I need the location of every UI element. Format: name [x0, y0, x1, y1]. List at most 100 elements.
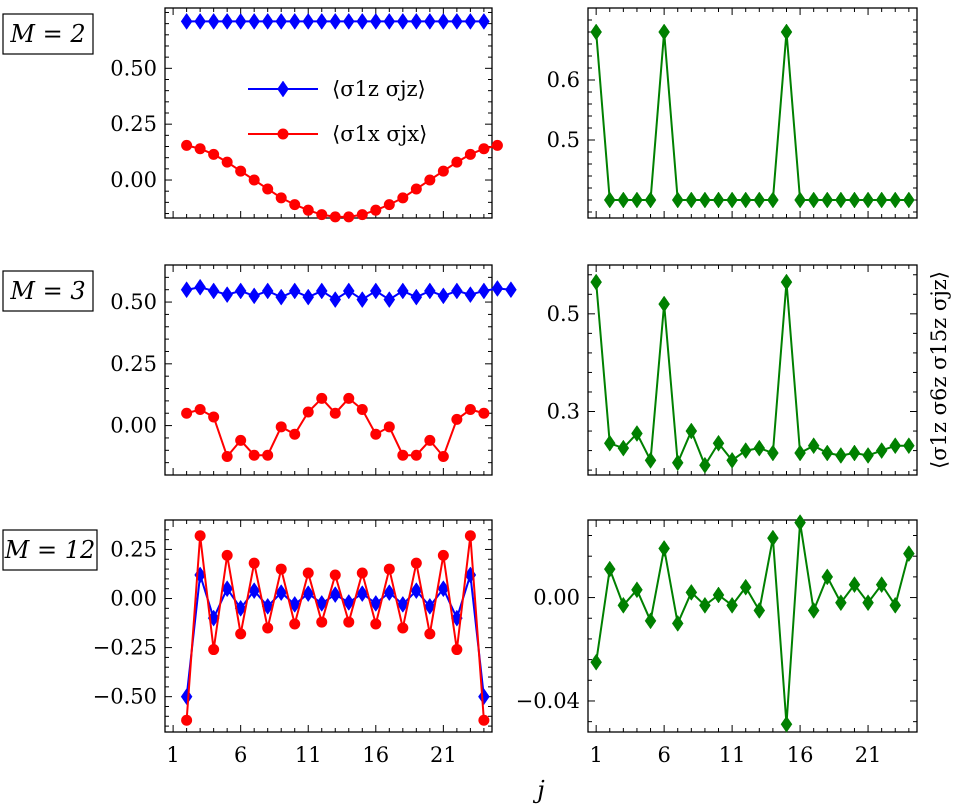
zz-row3-point — [248, 582, 260, 600]
xx-row2-point — [478, 407, 490, 419]
left-panel-2-ytick-label: 0.25 — [110, 352, 157, 376]
four-row1-point — [671, 191, 684, 209]
four-row2-point — [835, 447, 847, 464]
xx-row2-point — [208, 411, 220, 423]
four-row2-point — [658, 295, 670, 313]
xx-row1-point — [329, 211, 341, 223]
zz-row2-point — [207, 282, 220, 300]
zz-row3-point — [356, 585, 369, 603]
zz-row1-point — [207, 12, 220, 30]
xx-row1-point — [194, 143, 206, 155]
zz-row2-point — [491, 280, 504, 297]
zz-row2-point — [288, 282, 301, 300]
zz-row1-point — [261, 12, 274, 30]
left-panel-2-frame — [164, 264, 493, 476]
xx-row1-point — [221, 156, 233, 168]
four-row3-point — [821, 568, 834, 586]
four-row1-point — [726, 191, 738, 209]
xx-row2-point — [302, 406, 314, 418]
xx-row3-point — [316, 616, 328, 628]
four-row1-point — [603, 191, 616, 209]
legend-marker — [277, 80, 289, 98]
left-panel-3-ytick-label: −0.50 — [93, 685, 157, 709]
zz-row2-point — [302, 288, 315, 306]
xx-row1-point — [491, 139, 503, 151]
zz-row1-point — [275, 12, 288, 30]
four-row2-point — [590, 273, 602, 291]
right-panel-3-xtick-label: 16 — [787, 743, 814, 767]
xx-row1-point — [478, 143, 490, 155]
zz-row2-point — [248, 287, 260, 305]
xx-row1-point — [397, 192, 409, 204]
zz-row2-point — [194, 278, 206, 296]
row-label-text: M = 12 — [4, 536, 95, 564]
four-row1-point — [794, 191, 806, 209]
four-row2-point — [712, 434, 725, 452]
xx-row1-point — [383, 199, 395, 211]
four-row1-point — [821, 191, 834, 209]
right-panel-1-ytick-label: 0.5 — [547, 128, 580, 152]
zz-row2-point — [369, 282, 382, 300]
left-panel-3-xtick-label: 6 — [234, 743, 247, 767]
xx-row1-point — [181, 139, 193, 151]
left-panel-3-ytick-label: −0.25 — [93, 636, 157, 660]
xx-row2-point — [370, 428, 382, 440]
zz-row1-point — [194, 12, 206, 30]
zz-row2-point — [180, 281, 193, 299]
four-row3-point — [712, 586, 725, 604]
xx-row2-point — [356, 404, 368, 416]
four-row3-point — [739, 578, 752, 596]
four-row2-point — [767, 444, 779, 462]
zz-row1-point — [248, 12, 260, 30]
xx-row2-point — [383, 421, 395, 433]
zz-row3-point — [342, 594, 355, 611]
zz-row1-point — [424, 12, 436, 30]
xx-row3-point — [370, 618, 382, 630]
left-panel-2-ytick-label: 0.50 — [110, 290, 157, 314]
xx-row1-line — [186, 144, 498, 218]
xx-row1-point — [356, 209, 368, 221]
four-row3-point — [644, 612, 657, 630]
xx-row1-point — [235, 165, 247, 177]
xx-row1-point — [464, 148, 476, 160]
xx-row1-point — [275, 192, 287, 204]
four-row3-point — [862, 594, 874, 612]
xx-row2-point — [464, 404, 476, 416]
zz-row3-point — [315, 594, 328, 612]
xx-row2-point — [235, 434, 247, 446]
xx-row2-point — [221, 450, 233, 462]
four-row2-point — [903, 437, 915, 455]
zz-row2-point — [424, 282, 436, 300]
four-row2-point — [753, 439, 766, 457]
four-row1-point — [889, 191, 902, 209]
xx-row1-point — [424, 174, 436, 186]
zz-row1-point — [315, 12, 328, 30]
four-row3-point — [631, 581, 643, 599]
xx-row1-point — [410, 183, 422, 195]
right-panel-3-ytick-label: 0.00 — [533, 586, 580, 610]
four-row3-point — [794, 514, 806, 532]
right-panel-2-axes: 0.3 0.5 — [547, 264, 918, 476]
four-row3-point — [835, 594, 847, 612]
left-panel-3-xtick-label: 16 — [362, 743, 389, 767]
row-label-2: M = 3 — [2, 270, 94, 312]
row-label-3: M = 12 — [2, 529, 98, 571]
four-row1-point — [780, 23, 793, 41]
zz-row3-point — [302, 585, 315, 603]
xx-row2-line — [186, 396, 485, 459]
xx-row3-point — [410, 557, 422, 569]
left-panel-2-axes: 0.00 0.25 0.50 — [110, 264, 493, 476]
four-row2-point — [699, 456, 711, 474]
zz-row1-point — [302, 12, 315, 30]
zz-row3-point — [180, 688, 193, 706]
four-row2-point — [862, 447, 874, 464]
four-row3-point — [658, 539, 670, 557]
zz-row1-point — [234, 12, 247, 30]
four-row2-point — [726, 451, 738, 469]
four-row3-point — [671, 614, 684, 632]
xx-row2-point — [424, 434, 436, 446]
zz-row2-point — [451, 282, 463, 300]
right-y-axis-label: ⟨σ1z σ6z σ15z σjz⟩ — [927, 271, 951, 469]
right-panel-1-frame — [587, 7, 918, 219]
